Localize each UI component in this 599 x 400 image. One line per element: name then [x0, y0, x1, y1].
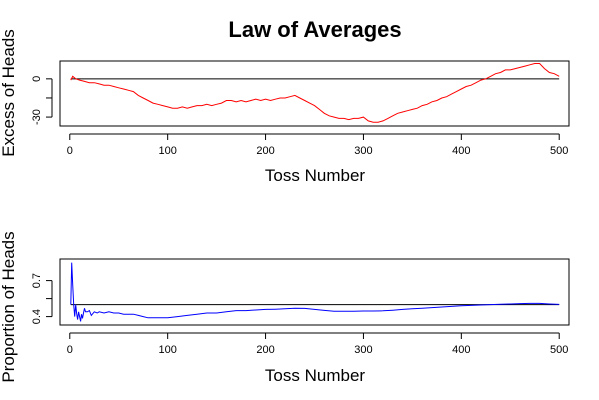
x-tick-label: 300 [354, 145, 372, 157]
y-tick-label: 0 [31, 76, 43, 82]
x-tick-label: 0 [67, 344, 73, 356]
y-axis: 0.4 0.7 [31, 273, 53, 324]
x-tick-label: 200 [256, 344, 274, 356]
y-tick-label: 0.7 [31, 273, 43, 288]
excess-of-heads-panel: 0 100 200 300 400 500 -30 0 Toss Number Excess… [0, 29, 570, 185]
plot-frame [59, 258, 570, 326]
y-tick-label: -30 [31, 109, 43, 125]
x-tick-label: 400 [452, 344, 470, 356]
series-line [70, 63, 560, 123]
x-axis: 0 100 200 300 400 500 [67, 332, 568, 356]
chart-title: Law of Averages [228, 17, 401, 42]
proportion-of-heads-panel: 0 100 200 300 400 500 0.4 0.7 Toss Number Prop… [0, 231, 570, 385]
y-tick-label: 0.4 [31, 309, 43, 324]
x-axis: 0 100 200 300 400 500 [67, 133, 568, 157]
plot-frame [59, 60, 570, 127]
y-axis-label: Excess of Heads [0, 29, 18, 157]
x-tick-label: 200 [256, 145, 274, 157]
x-tick-label: 500 [550, 344, 568, 356]
x-axis-label: Toss Number [265, 366, 365, 385]
y-axis: -30 0 [31, 76, 53, 125]
x-tick-label: 100 [158, 344, 176, 356]
x-tick-label: 300 [354, 344, 372, 356]
x-axis-label: Toss Number [265, 166, 365, 185]
x-tick-label: 0 [67, 145, 73, 157]
x-tick-label: 100 [158, 145, 176, 157]
x-tick-label: 400 [452, 145, 470, 157]
y-axis-label: Proportion of Heads [0, 231, 18, 382]
series-line [70, 262, 560, 322]
x-tick-label: 500 [550, 145, 568, 157]
